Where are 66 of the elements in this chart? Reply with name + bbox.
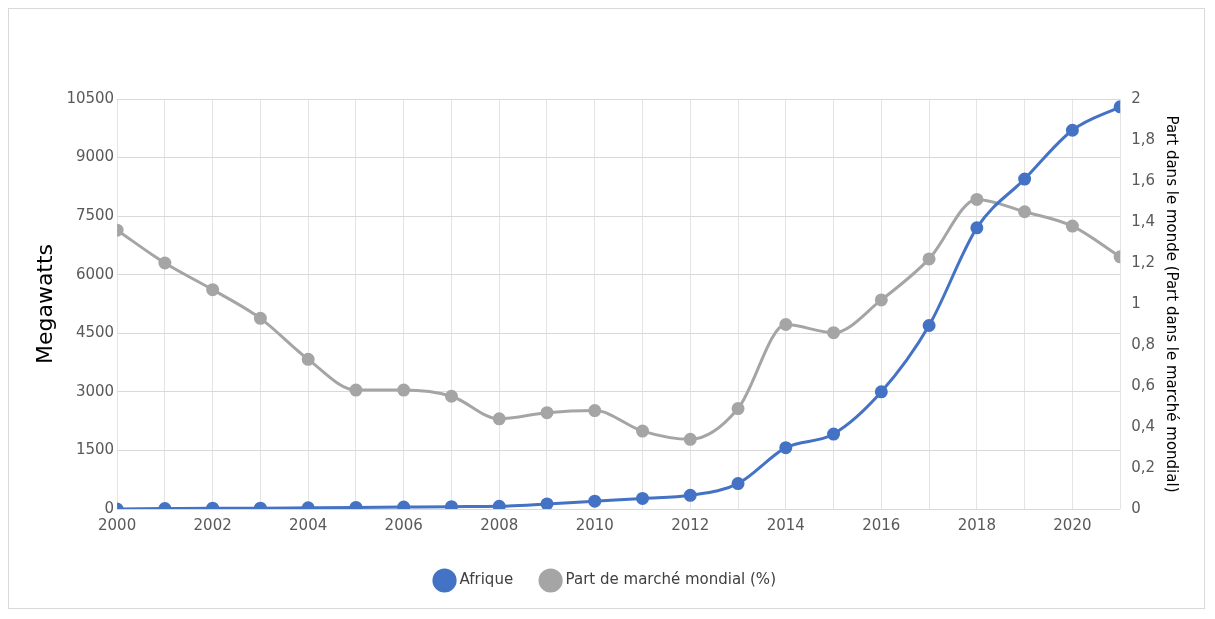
- point: [301, 352, 315, 366]
- y2-tick-label: 1,8: [1131, 129, 1155, 148]
- point: [874, 385, 888, 399]
- y-tick-label: 0: [104, 498, 115, 517]
- x-tick-label: 2020: [1053, 515, 1092, 534]
- x-tick-label: 2000: [98, 515, 137, 534]
- point: [636, 424, 650, 438]
- y-tick-label: 7500: [75, 206, 115, 225]
- y-tick-label: 10500: [66, 88, 115, 107]
- point: [970, 221, 984, 235]
- x-tick-label: 2008: [480, 515, 519, 534]
- x-tick-label: 2002: [193, 515, 232, 534]
- y2-tick-label: 1,2: [1131, 252, 1155, 271]
- point: [827, 326, 841, 340]
- point: [492, 412, 506, 426]
- point: [206, 283, 220, 297]
- y-axis-title: Megawatts: [31, 243, 57, 365]
- y2-tick-label: 2: [1131, 88, 1141, 107]
- legend-label: Afrique: [459, 570, 514, 589]
- y2-tick-label: 1,4: [1131, 211, 1155, 230]
- point: [922, 318, 936, 332]
- x-tick-label: 2010: [575, 515, 614, 534]
- point: [444, 389, 458, 403]
- point: [874, 293, 888, 307]
- y2-tick-label: 0,8: [1131, 334, 1155, 353]
- y-tick-label: 6000: [75, 264, 115, 283]
- y2-tick-label: 1: [1131, 293, 1141, 312]
- y2-tick-label: 0,4: [1131, 416, 1155, 435]
- point: [588, 404, 602, 418]
- y2-tick-label: 0: [1131, 498, 1141, 517]
- y-tick-label: 3000: [75, 381, 115, 400]
- point: [492, 499, 506, 509]
- point: [1065, 219, 1079, 233]
- point: [683, 432, 697, 446]
- y-tick-label: 1500: [75, 440, 115, 459]
- point: [588, 494, 602, 508]
- y2-tick-label: 1,6: [1131, 170, 1155, 189]
- x-tick-label: 2014: [766, 515, 805, 534]
- point: [1018, 172, 1032, 186]
- point: [349, 383, 363, 397]
- y-tick-label: 4500: [75, 323, 115, 342]
- y2-axis-title: Part dans le monde (Part dans le marché mondial): [1163, 115, 1182, 493]
- legend-label: Part de marché mondial (%): [565, 570, 776, 589]
- x-tick-label: 2006: [384, 515, 423, 534]
- point: [1018, 205, 1032, 219]
- point: [779, 318, 793, 331]
- point: [1065, 123, 1079, 137]
- point: [970, 192, 984, 206]
- point: [540, 406, 554, 420]
- point: [636, 491, 650, 505]
- y-tick-label: 9000: [75, 147, 115, 166]
- x-tick-label: 2018: [957, 515, 996, 534]
- point: [540, 497, 554, 509]
- x-tick-label: 2016: [862, 515, 901, 534]
- y2-tick-label: 0,2: [1131, 457, 1155, 476]
- point: [253, 311, 267, 325]
- y2-tick-label: 0,6: [1131, 375, 1155, 394]
- point: [922, 252, 936, 266]
- x-tick-label: 2004: [289, 515, 328, 534]
- point: [683, 488, 697, 502]
- point: [397, 383, 411, 397]
- point: [158, 256, 172, 270]
- point: [827, 427, 841, 441]
- point: [731, 402, 745, 416]
- point: [779, 441, 793, 455]
- x-tick-label: 2012: [671, 515, 710, 534]
